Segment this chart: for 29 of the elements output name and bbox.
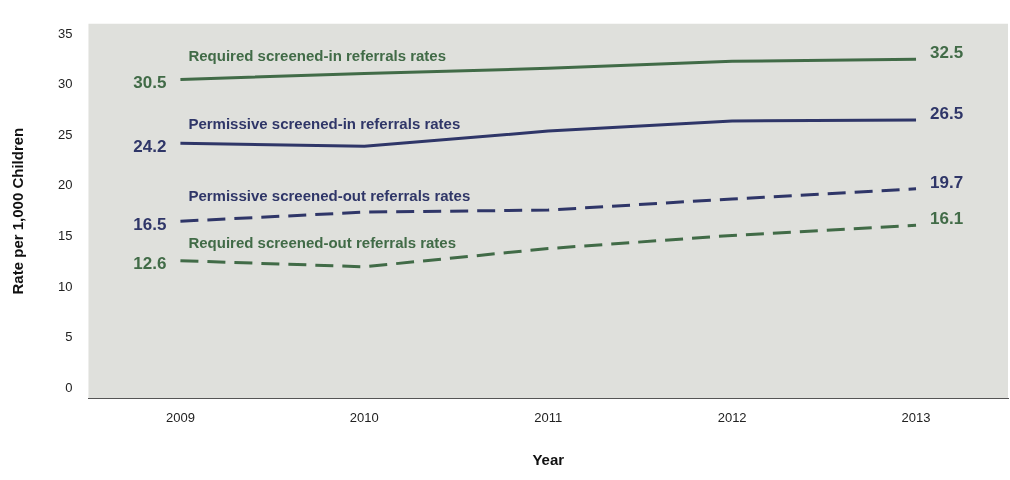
y-tick-label: 15: [57, 227, 73, 243]
x-tick-label: 2013: [901, 409, 931, 425]
x-tick-label: 2012: [717, 409, 747, 425]
data-label: 16.1: [930, 208, 964, 228]
data-label: 24.2: [133, 136, 167, 156]
series-label: Permissive screened-in referrals rates: [188, 114, 461, 132]
y-tick-label: 10: [57, 278, 73, 294]
series-label: Required screened-out referrals rates: [188, 233, 457, 251]
data-label: 16.5: [133, 214, 167, 234]
series-label: Permissive screened-out referrals rates: [188, 186, 471, 204]
y-tick-label: 35: [57, 25, 73, 41]
y-tick-label: 25: [57, 126, 73, 142]
line-series: [178, 187, 918, 223]
x-tick-label: 2010: [349, 409, 379, 425]
x-tick-label: 2009: [165, 409, 195, 425]
y-tick-label: 20: [57, 177, 73, 193]
data-label: 19.7: [930, 172, 964, 192]
x-axis-title: Year: [532, 451, 565, 469]
data-label: 26.5: [930, 103, 964, 123]
data-label: 30.5: [133, 73, 167, 93]
x-tick-label: 2011: [534, 409, 563, 425]
y-tick-label: 0: [65, 379, 73, 395]
line-series: [178, 223, 918, 269]
data-label: 12.6: [133, 254, 167, 274]
series-label: Required screened-in referrals rates: [188, 46, 447, 64]
data-label: 32.5: [930, 42, 964, 62]
y-tick-label: 5: [65, 329, 73, 345]
y-tick-label: 30: [57, 76, 73, 92]
y-axis-title: Rate per 1,000 Children: [9, 127, 27, 295]
